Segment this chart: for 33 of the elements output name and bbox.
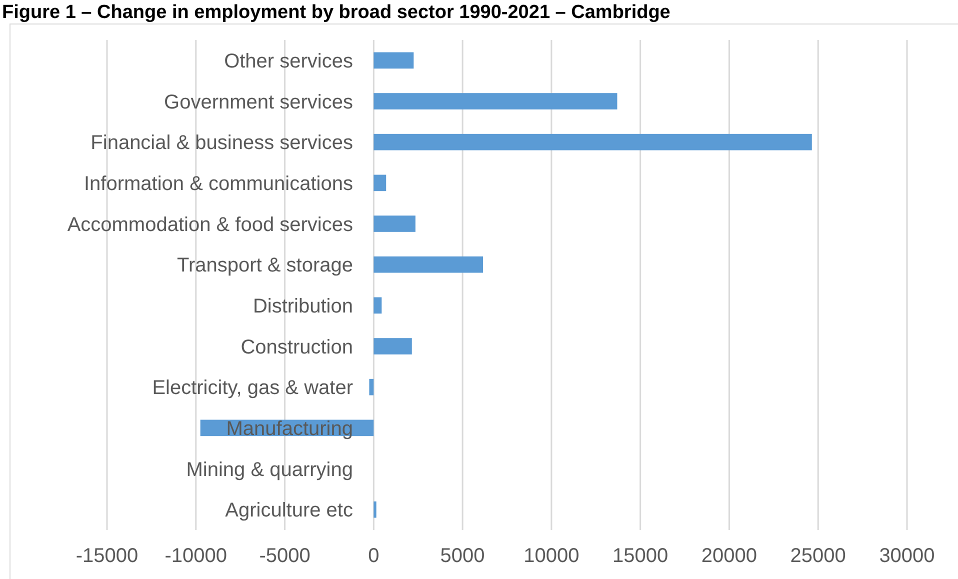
x-tick-label: 10000: [524, 545, 580, 567]
x-tick-label: 30000: [879, 545, 935, 567]
x-tick-label: 0: [368, 545, 380, 567]
chart-title: Figure 1 – Change in employment by broad sector 1990-2021 – Cambridge: [2, 2, 670, 23]
x-tick-label: 5000: [440, 545, 485, 567]
y-tick-label: Construction: [240, 336, 353, 358]
bar: [374, 134, 812, 150]
bar: [374, 93, 618, 110]
y-tick-label: Distribution: [252, 295, 353, 318]
bar: [374, 501, 376, 518]
y-tick-label: Financial & business services: [90, 132, 353, 154]
x-tick-label: 15000: [612, 545, 668, 567]
x-tick-label: -15000: [76, 545, 138, 567]
bar: [374, 256, 483, 273]
y-tick-label: Manufacturing: [226, 418, 353, 440]
y-tick-label: Mining & quarrying: [186, 458, 353, 481]
x-tick-label: -10000: [164, 545, 228, 567]
bar: [374, 216, 416, 232]
x-tick-label: 20000: [701, 545, 758, 567]
y-tick-label: Transport & storage: [176, 254, 353, 277]
x-tick-label: -5000: [259, 545, 310, 567]
bar: [374, 297, 382, 314]
y-tick-label: Agriculture etc: [225, 500, 353, 522]
y-tick-label: Government services: [164, 91, 353, 114]
y-tick-label: Other services: [224, 50, 353, 72]
y-tick-label: Electricity, gas & water: [152, 377, 354, 400]
y-tick-label: Accommodation & food services: [67, 214, 353, 236]
bar: [374, 52, 414, 69]
y-tick-label: Information & communications: [84, 172, 353, 195]
bar: [369, 378, 374, 396]
bar: [374, 174, 386, 192]
bar: [374, 338, 412, 354]
x-tick-label: 25000: [790, 545, 846, 567]
